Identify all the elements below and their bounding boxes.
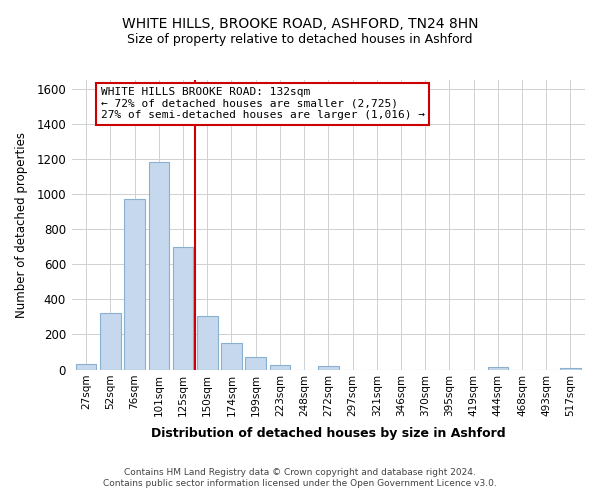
Bar [318, 366, 338, 370]
Bar [245, 358, 266, 370]
Bar [100, 314, 121, 370]
Text: Contains HM Land Registry data © Crown copyright and database right 2024.
Contai: Contains HM Land Registry data © Crown c… [103, 468, 497, 487]
Bar [173, 246, 193, 370]
Bar [76, 364, 97, 370]
Bar [124, 200, 145, 370]
Bar [221, 344, 242, 369]
Bar [269, 365, 290, 370]
Bar [149, 162, 169, 370]
Bar [488, 367, 508, 370]
X-axis label: Distribution of detached houses by size in Ashford: Distribution of detached houses by size … [151, 427, 506, 440]
Y-axis label: Number of detached properties: Number of detached properties [15, 132, 28, 318]
Text: WHITE HILLS, BROOKE ROAD, ASHFORD, TN24 8HN: WHITE HILLS, BROOKE ROAD, ASHFORD, TN24 … [122, 18, 478, 32]
Text: Size of property relative to detached houses in Ashford: Size of property relative to detached ho… [127, 32, 473, 46]
Bar [560, 368, 581, 370]
Bar [197, 316, 218, 370]
Text: WHITE HILLS BROOKE ROAD: 132sqm
← 72% of detached houses are smaller (2,725)
27%: WHITE HILLS BROOKE ROAD: 132sqm ← 72% of… [101, 87, 425, 120]
